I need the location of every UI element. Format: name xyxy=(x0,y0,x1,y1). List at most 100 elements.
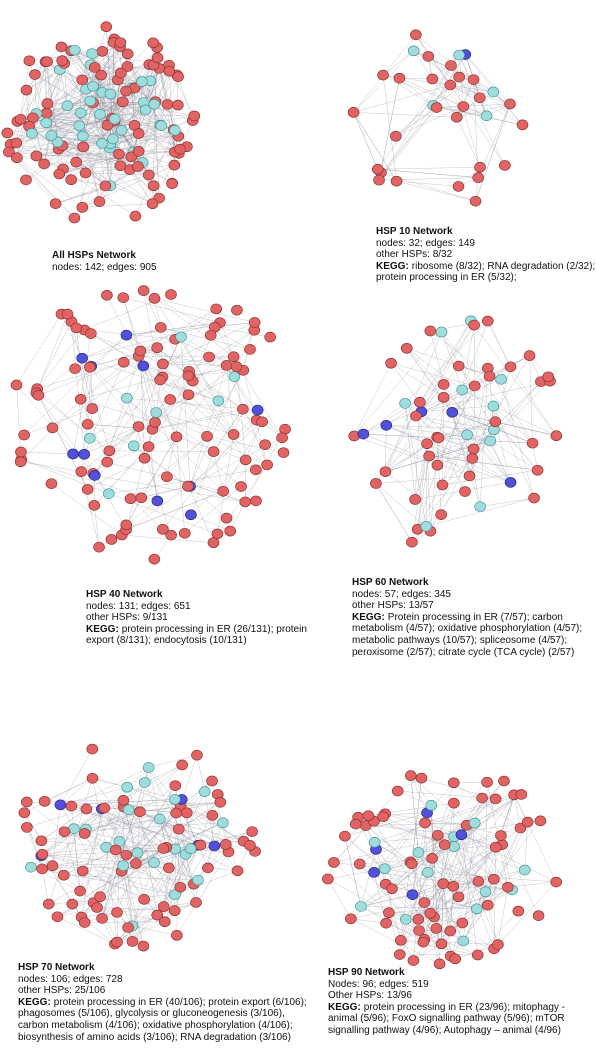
node xyxy=(437,392,450,403)
edges xyxy=(353,320,557,543)
edge xyxy=(155,412,214,543)
node xyxy=(399,914,412,925)
node xyxy=(120,329,133,341)
edge xyxy=(16,157,75,219)
node xyxy=(29,69,41,80)
node xyxy=(489,416,502,428)
edge xyxy=(37,329,85,389)
edge xyxy=(79,807,105,892)
edge xyxy=(8,146,84,153)
node xyxy=(142,169,155,181)
edge xyxy=(174,870,238,895)
edge xyxy=(36,113,187,147)
edge xyxy=(84,818,160,834)
node xyxy=(117,356,130,368)
node xyxy=(201,431,213,442)
edge xyxy=(144,764,183,783)
node xyxy=(542,371,555,383)
node xyxy=(220,512,233,524)
node xyxy=(410,29,422,41)
node xyxy=(131,847,144,858)
edge xyxy=(213,451,224,492)
edge xyxy=(144,782,197,903)
edge xyxy=(386,402,421,426)
node xyxy=(154,322,167,333)
edge xyxy=(31,118,115,134)
edge xyxy=(415,415,491,442)
edge xyxy=(192,330,255,382)
node xyxy=(128,440,140,452)
node xyxy=(175,331,187,343)
edge xyxy=(48,828,75,905)
node xyxy=(420,521,432,532)
node xyxy=(349,818,362,830)
node xyxy=(147,37,159,49)
node xyxy=(476,792,488,804)
edge xyxy=(119,46,174,130)
edge xyxy=(86,808,164,849)
edge xyxy=(358,802,454,818)
edge xyxy=(493,405,557,436)
edge xyxy=(85,828,165,922)
edge xyxy=(424,835,502,903)
node xyxy=(347,107,360,118)
edge xyxy=(109,450,214,452)
edge xyxy=(513,794,521,829)
edge xyxy=(382,50,414,76)
node xyxy=(492,939,504,950)
node xyxy=(23,55,36,67)
edge xyxy=(456,79,474,118)
edge xyxy=(453,797,483,887)
node xyxy=(91,902,103,913)
node xyxy=(100,21,113,33)
edge xyxy=(400,872,428,941)
edge xyxy=(429,429,494,457)
edge xyxy=(126,397,258,411)
node xyxy=(176,759,188,771)
edge xyxy=(90,366,93,409)
edge xyxy=(41,833,85,841)
node xyxy=(163,65,176,77)
node xyxy=(435,326,448,338)
edge xyxy=(126,398,172,536)
node xyxy=(461,429,473,441)
edge xyxy=(396,180,459,187)
edge xyxy=(344,812,428,837)
edge xyxy=(64,831,81,892)
node xyxy=(74,107,87,119)
node xyxy=(132,128,145,139)
node xyxy=(418,897,431,908)
node xyxy=(453,71,465,83)
edge xyxy=(127,66,180,154)
edge xyxy=(421,320,472,412)
edge xyxy=(60,748,93,805)
edge xyxy=(107,436,177,463)
edge xyxy=(344,836,413,895)
node xyxy=(377,69,389,81)
node xyxy=(512,905,525,917)
node xyxy=(134,345,147,357)
edge xyxy=(139,811,201,846)
edge xyxy=(185,854,197,903)
node xyxy=(168,905,181,917)
edge xyxy=(20,451,74,455)
node xyxy=(184,843,197,854)
stat-line: other HSPs: 25/106 xyxy=(18,985,106,997)
edge xyxy=(433,105,523,126)
node xyxy=(231,865,244,877)
node xyxy=(74,885,86,897)
node xyxy=(378,863,391,875)
edge xyxy=(431,805,440,964)
node xyxy=(447,777,460,789)
node xyxy=(120,85,132,97)
node xyxy=(87,80,99,92)
node xyxy=(471,949,484,961)
stat-line: Other HSPs: 13/96 xyxy=(328,990,412,1002)
edge xyxy=(21,459,158,502)
node xyxy=(137,285,150,296)
edge xyxy=(119,815,213,842)
edge xyxy=(473,381,542,450)
edge xyxy=(71,179,106,187)
panel-title: All HSPs Network xyxy=(52,250,136,261)
node xyxy=(437,379,450,390)
